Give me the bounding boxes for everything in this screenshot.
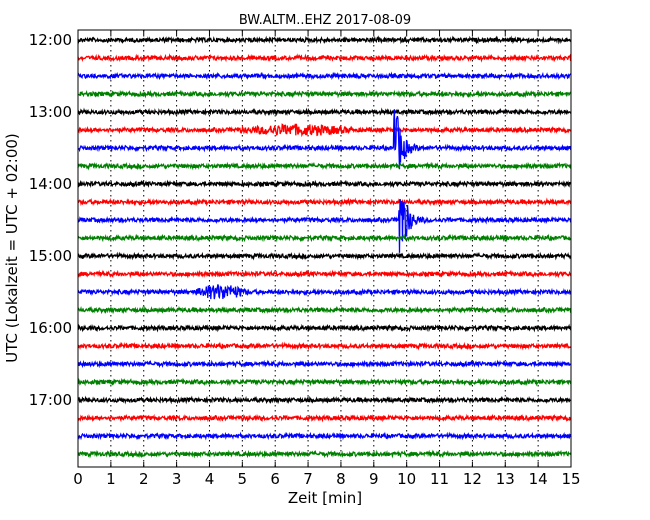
trace-1600 <box>77 323 572 333</box>
trace-1630 <box>77 359 572 369</box>
trace-1215 <box>77 53 572 63</box>
trace-1615 <box>77 341 572 351</box>
y-tick-label: 13:00 <box>29 103 72 121</box>
trace-1715 <box>77 413 572 423</box>
y-axis-label: UTC (Lokalzeit = UTC + 02:00) <box>3 133 21 363</box>
x-tick-label: 9 <box>369 470 379 488</box>
trace-1700 <box>77 395 572 405</box>
x-tick-label: 15 <box>561 470 580 488</box>
chart-title: BW.ALTM..EHZ 2017-08-09 <box>239 13 411 28</box>
trace-1500 <box>77 251 572 261</box>
trace-1200 <box>77 35 572 45</box>
x-tick-label: 13 <box>496 470 515 488</box>
x-tick-label: 10 <box>397 470 416 488</box>
trace-1545 <box>77 305 572 315</box>
trace-1345 <box>77 161 572 171</box>
trace-1400 <box>77 179 572 189</box>
trace-1415 <box>77 197 572 207</box>
x-tick-label: 7 <box>303 470 313 488</box>
trace-1430 <box>77 198 572 253</box>
y-tick-label: 15:00 <box>29 247 72 265</box>
x-tick-label: 1 <box>106 470 116 488</box>
x-tick-label: 12 <box>463 470 482 488</box>
x-tick-label: 6 <box>270 470 280 488</box>
trace-1315 <box>77 123 572 138</box>
trace-1445 <box>77 233 572 243</box>
x-tick-label: 8 <box>336 470 346 488</box>
x-tick-label: 2 <box>139 470 149 488</box>
x-tick-label: 3 <box>172 470 182 488</box>
x-tick-label: 11 <box>430 470 449 488</box>
x-tick-label: 5 <box>238 470 248 488</box>
y-tick-label: 12:00 <box>29 31 72 49</box>
trace-1330 <box>77 109 572 170</box>
trace-1230 <box>77 71 572 81</box>
x-tick-label: 14 <box>529 470 548 488</box>
x-tick-label: 4 <box>205 470 215 488</box>
trace-1645 <box>77 377 572 387</box>
trace-1300 <box>77 107 572 117</box>
y-tick-label: 14:00 <box>29 175 72 193</box>
trace-1515 <box>77 269 572 279</box>
trace-1245 <box>77 89 572 99</box>
y-tick-label: 16:00 <box>29 319 72 337</box>
trace-1530 <box>77 284 572 300</box>
y-tick-label: 17:00 <box>29 391 72 409</box>
x-tick-label: 0 <box>73 470 83 488</box>
plot-frame <box>77 29 572 468</box>
trace-1745 <box>77 449 572 459</box>
trace-1730 <box>77 431 572 441</box>
x-axis-label: Zeit [min] <box>288 489 362 507</box>
